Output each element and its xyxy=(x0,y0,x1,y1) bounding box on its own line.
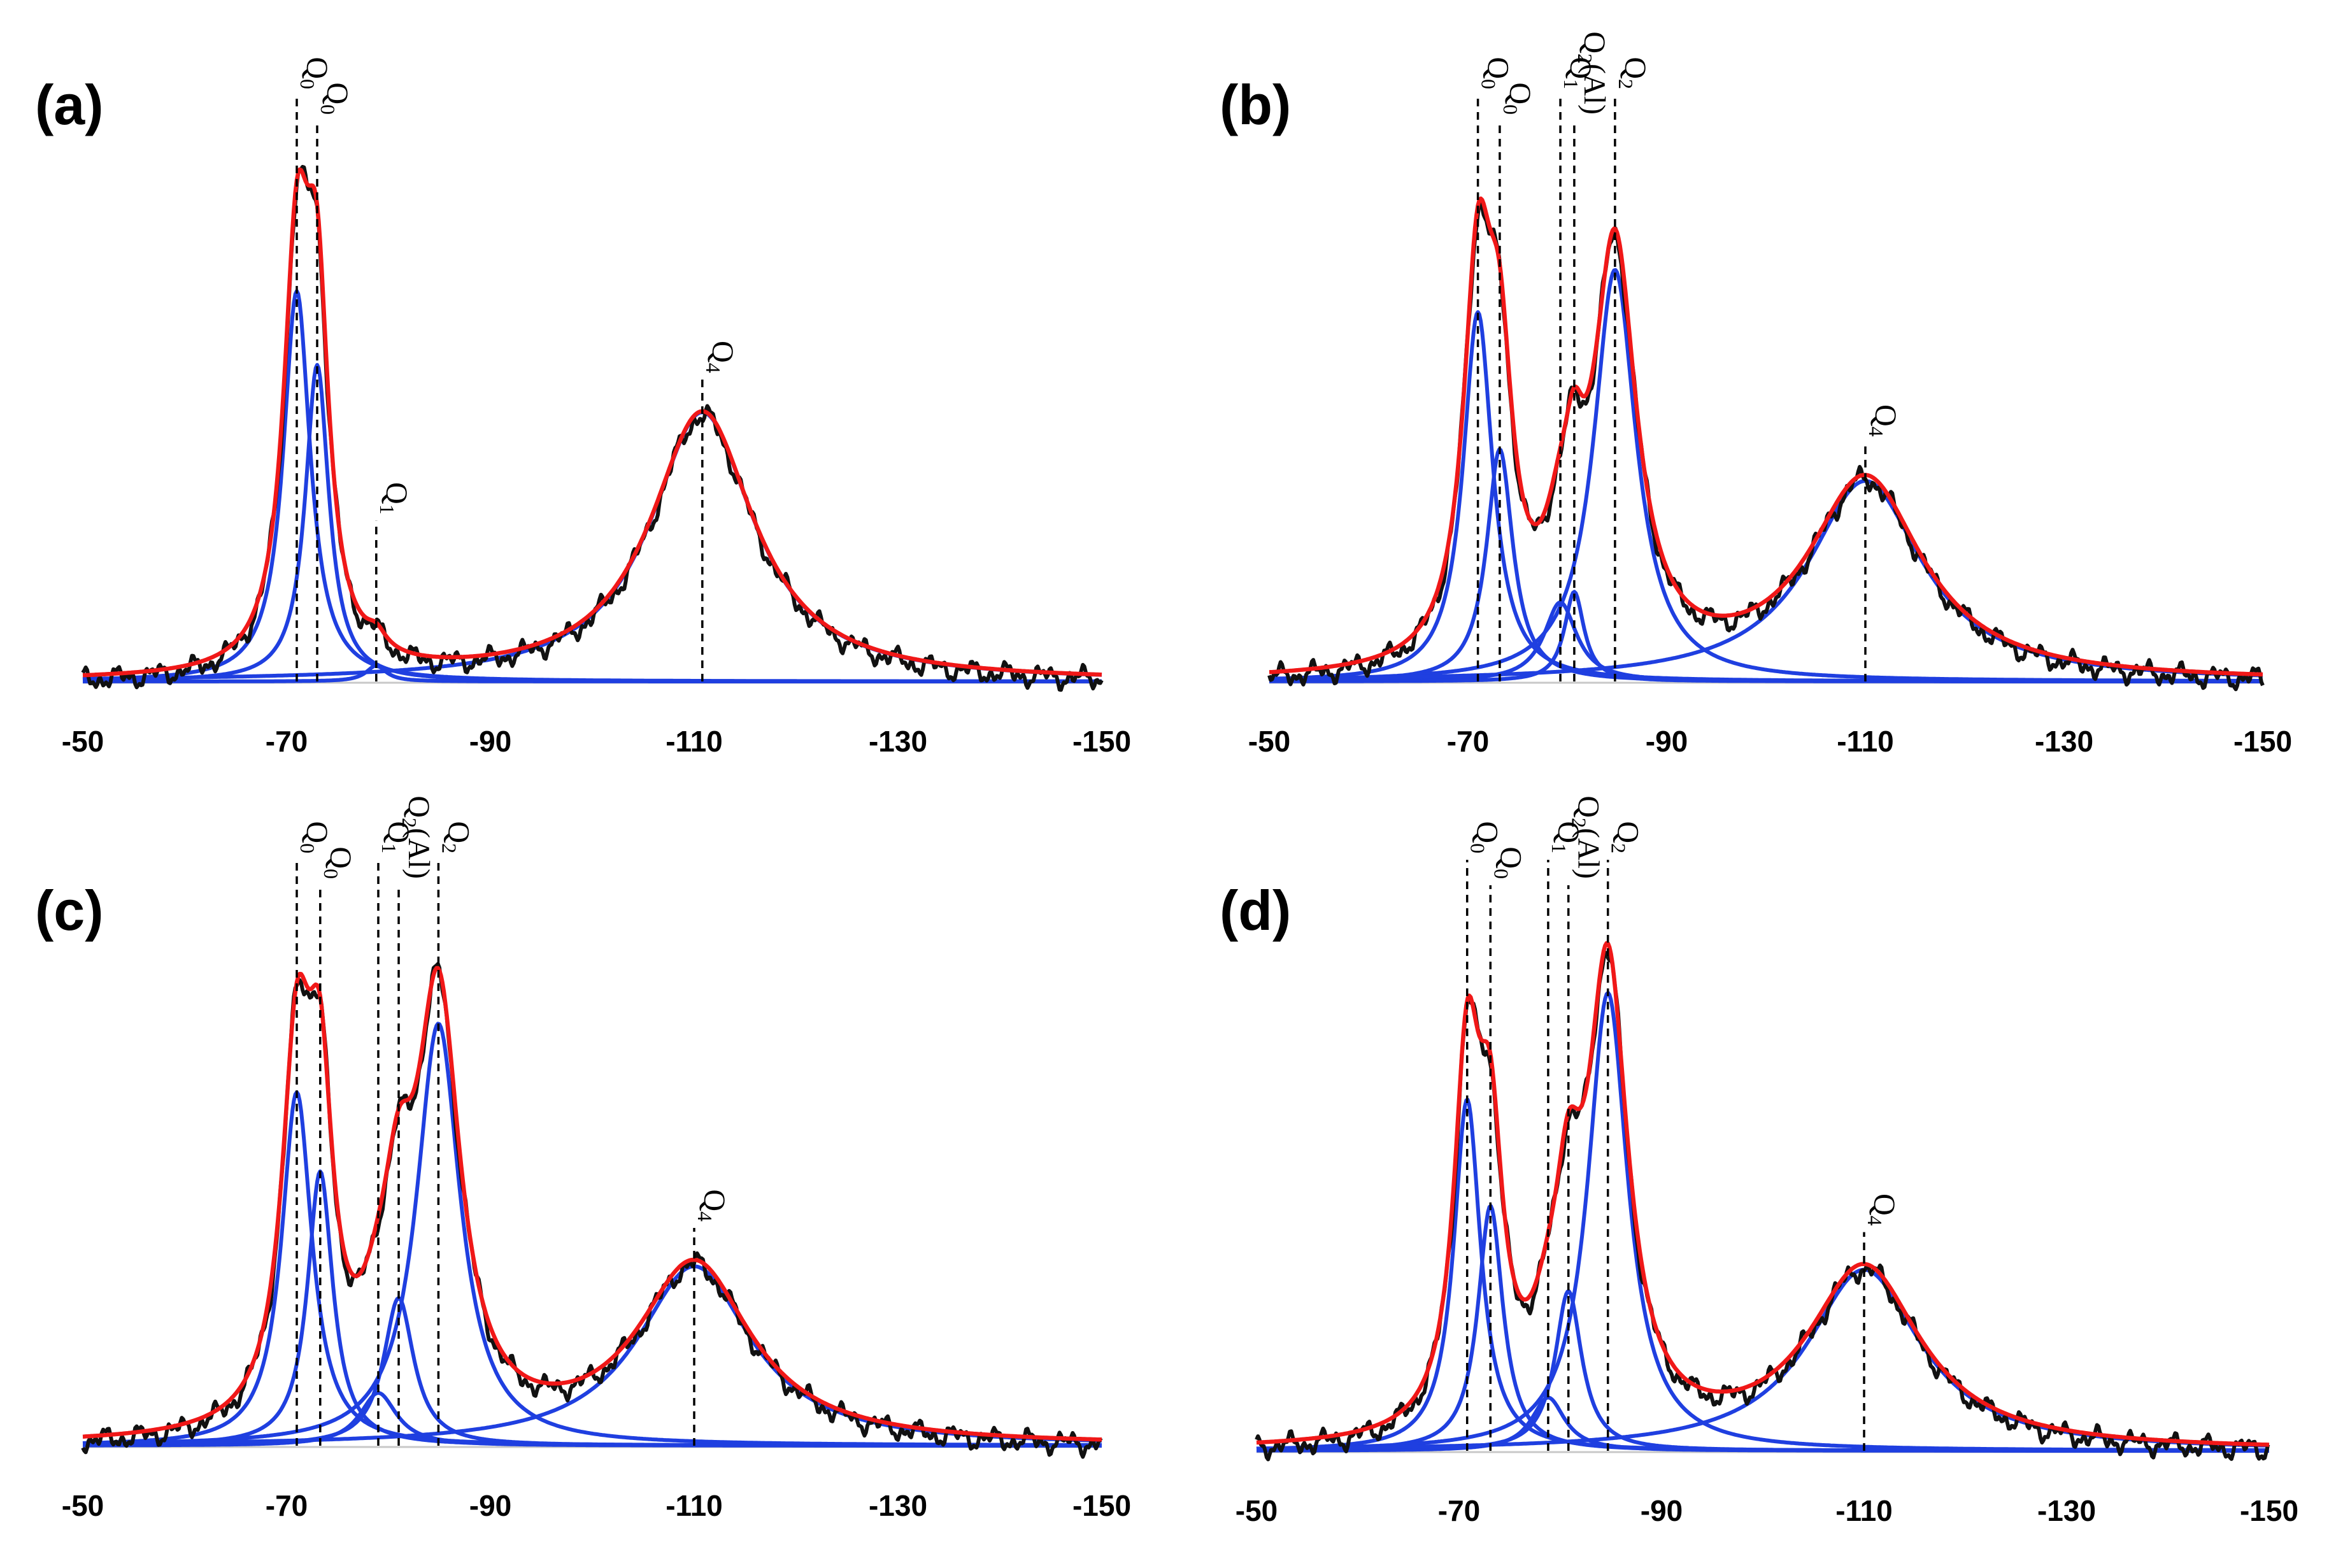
x-tick-label: -130 xyxy=(869,1489,927,1522)
x-tick-label: -50 xyxy=(62,725,104,758)
x-tick-label: -70 xyxy=(1438,1494,1480,1527)
peak-label-Q0: Q0 xyxy=(296,821,334,853)
x-tick-label: -130 xyxy=(2037,1494,2096,1527)
experimental-spectrum xyxy=(81,164,1104,692)
panel-a: (a) -50 -70 -90 -110 -130 -150 Q0 Q0 Q1 Q4 xyxy=(35,57,1131,758)
peak-label-Q0: Q0 xyxy=(1467,821,1504,853)
peak-label-Q4: Q4 xyxy=(1863,1194,1901,1226)
x-tick-label: -150 xyxy=(1072,725,1131,758)
peak-label-Q0: Q0 xyxy=(1478,57,1515,89)
peak-label-Q2-al: Q2(Al) xyxy=(1574,31,1611,115)
x-tick-label: -50 xyxy=(62,1489,104,1522)
x-tick-label: -90 xyxy=(1641,1494,1683,1527)
peak-label-Q4: Q4 xyxy=(1865,404,1902,437)
x-tick-label: -90 xyxy=(469,1489,511,1522)
panel-label: (d) xyxy=(1220,879,1291,942)
component-curve-Q2 xyxy=(1269,268,2263,683)
peak-label-Q1: Q1 xyxy=(378,821,415,853)
peak-label-Q2: Q2 xyxy=(438,821,475,853)
x-tick-label: -130 xyxy=(2035,725,2093,758)
peak-label-Q4: Q4 xyxy=(694,1189,731,1222)
component-curve-Q2 xyxy=(82,1022,1102,1447)
peak-label-Q2: Q2 xyxy=(1614,57,1652,89)
component-curve-Q2 xyxy=(1256,990,2270,1452)
peak-label-Q2-al: Q2(Al) xyxy=(1568,795,1606,879)
peak-label-Q1: Q1 xyxy=(1548,821,1585,853)
peak-label-Q2-al: Q2(Al) xyxy=(398,795,436,879)
panel-label: (c) xyxy=(35,879,104,942)
x-tick-label: -70 xyxy=(1447,725,1489,758)
fit-sum-curve xyxy=(1256,941,2270,1447)
x-tick-label: -70 xyxy=(266,1489,308,1522)
peak-label-Q2: Q2 xyxy=(1607,821,1645,853)
peak-label-Q0: Q0 xyxy=(320,846,357,879)
x-tick-label: -110 xyxy=(1835,1494,1893,1527)
peak-label-Q0: Q0 xyxy=(1499,82,1537,115)
panel-label: (a) xyxy=(35,73,104,136)
x-tick-label: -130 xyxy=(869,725,927,758)
x-tick-label: -150 xyxy=(1072,1489,1131,1522)
peak-label-Q0: Q0 xyxy=(1490,846,1527,879)
peak-label-Q0: Q0 xyxy=(296,57,334,89)
peak-label-Q1: Q1 xyxy=(376,482,413,515)
peak-label-Q4: Q4 xyxy=(702,341,739,373)
x-tick-label: -110 xyxy=(1837,725,1894,758)
x-tick-label: -150 xyxy=(2233,725,2292,758)
x-tick-label: -50 xyxy=(1236,1494,1278,1527)
fit-sum-curve xyxy=(82,167,1102,678)
panel-label: (b) xyxy=(1220,73,1291,136)
x-tick-label: -50 xyxy=(1248,725,1290,758)
x-tick-label: -90 xyxy=(469,725,511,758)
x-tick-label: -70 xyxy=(266,725,308,758)
x-tick-label: -90 xyxy=(1646,725,1688,758)
fit-sum-curve xyxy=(1268,196,2264,677)
peak-label-Q1: Q1 xyxy=(1560,57,1597,89)
fit-sum-curve xyxy=(82,966,1102,1442)
peak-label-Q0: Q0 xyxy=(317,82,354,115)
x-tick-label: -110 xyxy=(666,725,723,758)
x-tick-label: -110 xyxy=(666,1489,723,1522)
component-curve-Q1 xyxy=(82,664,1102,683)
x-tick-label: -150 xyxy=(2240,1494,2298,1527)
